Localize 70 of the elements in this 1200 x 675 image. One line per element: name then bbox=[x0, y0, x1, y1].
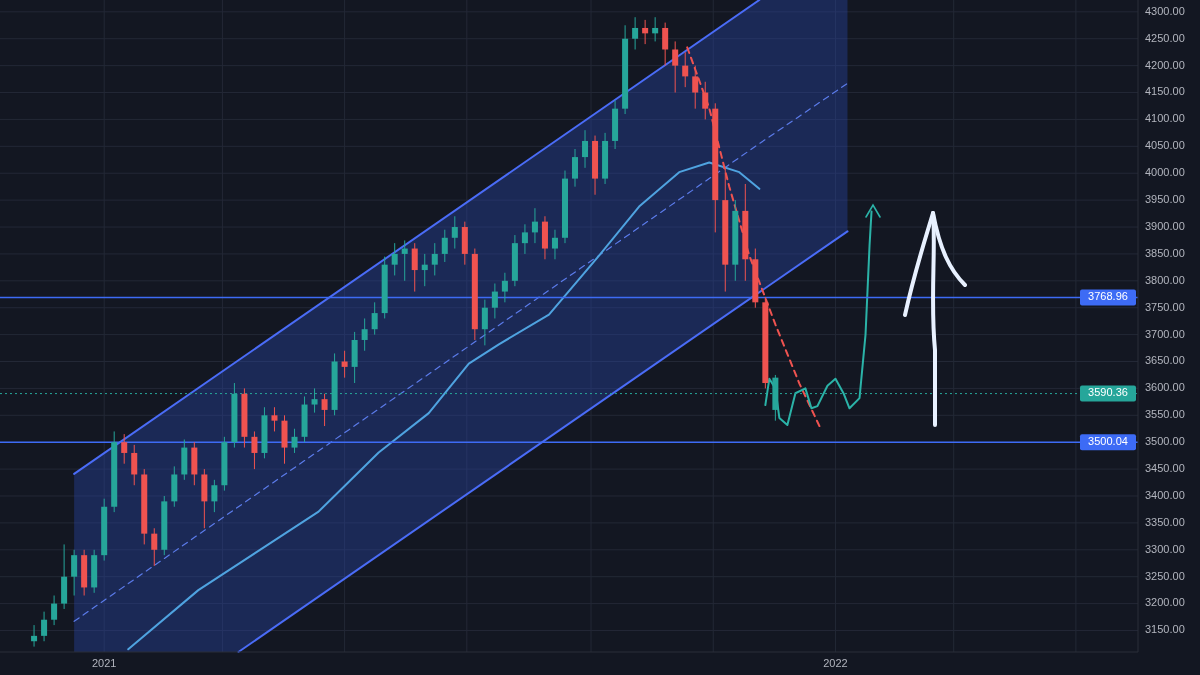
candlestick bbox=[501, 272, 508, 303]
candlestick bbox=[702, 81, 709, 120]
y-tick-label: 3200.00 bbox=[1145, 596, 1185, 609]
y-tick-label: 3800.00 bbox=[1145, 273, 1185, 286]
y-tick-label: 3300.00 bbox=[1145, 542, 1185, 555]
candlestick bbox=[572, 148, 579, 188]
x-tick-label: 2021 bbox=[91, 657, 117, 669]
candlestick bbox=[551, 229, 558, 260]
candlestick bbox=[51, 595, 58, 626]
y-tick-label: 4250.00 bbox=[1145, 31, 1185, 44]
candlestick bbox=[341, 350, 348, 379]
candlestick bbox=[391, 242, 398, 276]
candlestick bbox=[431, 242, 438, 276]
y-tick-label: 3850.00 bbox=[1145, 246, 1185, 259]
candlestick bbox=[582, 129, 589, 169]
y-tick-label: 3150.00 bbox=[1145, 623, 1185, 636]
ref-line-label: 3500.04 bbox=[1088, 435, 1128, 448]
candlestick bbox=[481, 299, 488, 346]
candlestick bbox=[682, 51, 689, 88]
candlestick bbox=[361, 317, 368, 352]
candlestick bbox=[321, 393, 328, 427]
line-series bbox=[127, 161, 761, 651]
y-tick-label: 4200.00 bbox=[1145, 58, 1185, 71]
candlestick bbox=[131, 444, 138, 486]
y-tick-label: 3550.00 bbox=[1145, 408, 1185, 421]
candlestick bbox=[31, 624, 38, 648]
y-tick-label: 4000.00 bbox=[1145, 166, 1185, 179]
candlestick bbox=[421, 253, 428, 287]
y-tick-label: 3700.00 bbox=[1145, 327, 1185, 340]
candlestick bbox=[441, 229, 448, 263]
candlestick bbox=[271, 406, 278, 432]
candlestick bbox=[291, 428, 298, 454]
y-tick-label: 3750.00 bbox=[1145, 300, 1185, 313]
candlestick bbox=[632, 16, 639, 50]
y-tick-label: 4150.00 bbox=[1145, 85, 1185, 98]
y-tick-label: 3350.00 bbox=[1145, 515, 1185, 528]
candlestick bbox=[642, 19, 649, 45]
candlestick bbox=[652, 16, 659, 42]
candlestick bbox=[151, 527, 158, 567]
candlestick bbox=[401, 239, 408, 282]
candlestick bbox=[491, 283, 498, 319]
y-tick-label: 3500.00 bbox=[1145, 435, 1185, 448]
y-tick-label: 3400.00 bbox=[1145, 488, 1185, 501]
ref-line-label: 3768.96 bbox=[1088, 290, 1128, 303]
y-tick-label: 3950.00 bbox=[1145, 193, 1185, 206]
candlestick bbox=[411, 242, 418, 293]
x-tick-label: 2022 bbox=[823, 657, 848, 669]
candlestick bbox=[41, 611, 48, 642]
candlestick bbox=[662, 22, 669, 67]
candlestick bbox=[531, 207, 538, 244]
line-series bbox=[73, 82, 849, 622]
candlestick bbox=[672, 40, 679, 94]
candlestick bbox=[451, 215, 458, 250]
candlestick bbox=[121, 433, 128, 465]
y-tick-label: 3900.00 bbox=[1145, 219, 1185, 232]
candlestick bbox=[371, 301, 378, 336]
ref-line-label: 3590.36 bbox=[1088, 386, 1128, 399]
y-tick-label: 4050.00 bbox=[1145, 139, 1185, 152]
candlestick bbox=[71, 549, 78, 597]
candlestick bbox=[251, 430, 258, 470]
candlestick bbox=[692, 65, 699, 110]
y-tick-label: 4300.00 bbox=[1145, 4, 1185, 17]
y-tick-label: 4100.00 bbox=[1145, 112, 1185, 125]
y-tick-label: 3650.00 bbox=[1145, 354, 1185, 367]
line-series bbox=[686, 46, 821, 428]
y-tick-label: 3250.00 bbox=[1145, 569, 1185, 582]
y-tick-label: 3600.00 bbox=[1145, 381, 1185, 394]
y-tick-label: 3450.00 bbox=[1145, 462, 1185, 474]
candlestick bbox=[521, 223, 528, 255]
candlestick bbox=[211, 479, 218, 513]
